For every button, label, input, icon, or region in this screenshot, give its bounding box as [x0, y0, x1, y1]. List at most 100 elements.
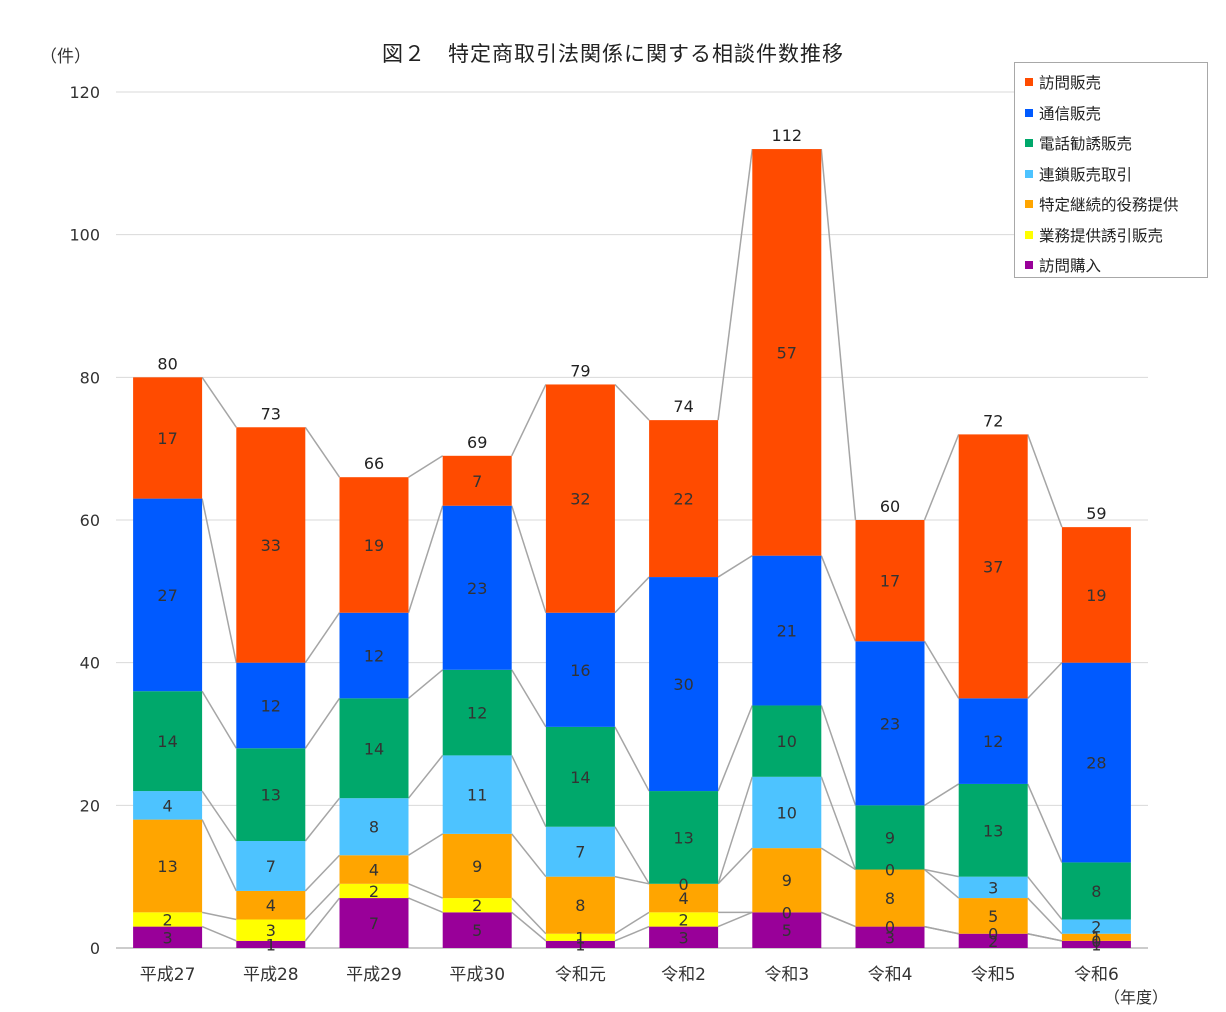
- x-tick-label: 平成27: [140, 965, 196, 985]
- data-label: 23: [880, 714, 900, 733]
- series-connector-line: [408, 669, 444, 699]
- y-tick-label: 120: [69, 83, 100, 102]
- data-label: 5: [988, 907, 998, 926]
- data-label: 12: [364, 647, 384, 666]
- total-label: 73: [261, 404, 281, 423]
- data-label: 1: [266, 935, 276, 954]
- data-label: 0: [782, 903, 792, 922]
- bar-segment: [339, 898, 409, 948]
- series-connector-line: [924, 925, 959, 935]
- legend-item: 訪問購入: [1025, 250, 1207, 281]
- series-connector-line: [717, 705, 753, 792]
- bar-segment: [442, 898, 512, 913]
- data-label: 4: [266, 896, 276, 915]
- series-connector-line: [408, 883, 443, 899]
- bar-segment: [649, 926, 719, 948]
- data-label: 9: [472, 857, 482, 876]
- data-label: 2: [163, 910, 173, 929]
- data-label: 7: [369, 914, 379, 933]
- series-connector-line: [820, 555, 857, 642]
- data-label: 2: [369, 882, 379, 901]
- bar-segment: [545, 612, 615, 727]
- series-connector-line: [820, 847, 856, 871]
- total-label: 74: [673, 397, 693, 416]
- data-label: 12: [467, 704, 487, 723]
- legend-swatch: [1025, 200, 1033, 209]
- series-connector-line: [304, 854, 341, 892]
- bar-segment: [958, 876, 1028, 899]
- bar-segment: [236, 841, 306, 891]
- series-connector-line: [511, 384, 547, 457]
- bar-segment: [339, 698, 409, 799]
- x-tick-label: 令和6: [1074, 965, 1119, 985]
- bar-segment: [649, 791, 719, 884]
- data-label: 1: [1091, 935, 1101, 954]
- series-connector-line: [201, 819, 237, 892]
- bar-segment: [649, 577, 719, 792]
- series-connector-line: [717, 911, 753, 928]
- data-label: 23: [467, 579, 487, 598]
- bar-segment: [236, 940, 306, 948]
- bar-segment: [958, 933, 1028, 948]
- data-label: 11: [467, 786, 487, 805]
- bar-segment: [133, 498, 203, 692]
- chart-title: 図２ 特定商取引法関係に関する相談件数推移: [382, 42, 844, 66]
- bar-segment: [442, 669, 512, 756]
- series-connector-line: [304, 426, 341, 478]
- bar-segment: [855, 926, 925, 948]
- data-label: 22: [673, 490, 693, 509]
- x-axis-unit: （年度）: [1104, 988, 1169, 1007]
- data-label: 13: [261, 786, 281, 805]
- data-label: 27: [157, 586, 177, 605]
- data-label: 0: [885, 861, 895, 880]
- bar-segment: [649, 420, 719, 578]
- series-connector-line: [614, 925, 650, 942]
- x-tick-label: 令和5: [971, 965, 1016, 985]
- data-label: 14: [364, 739, 384, 758]
- series-connector-line: [408, 833, 444, 856]
- series-connector-line: [304, 883, 341, 920]
- data-label: 19: [1086, 586, 1106, 605]
- legend-swatch: [1025, 261, 1033, 270]
- data-label: 3: [988, 878, 998, 897]
- data-label: 10: [777, 732, 797, 751]
- chart-legend: 訪問販売 通信販売 電話勧誘販売 連鎖販売取引 特定継続的役務提供 業務提供誘引…: [1014, 62, 1208, 278]
- bar-segment: [752, 912, 822, 948]
- bar-segment: [752, 848, 822, 913]
- data-label: 17: [880, 572, 900, 591]
- y-tick-label: 20: [80, 796, 100, 815]
- data-label: 8: [575, 896, 585, 915]
- legend-item: 業務提供誘引販売: [1025, 220, 1207, 251]
- bar-segment: [958, 783, 1028, 877]
- bar-segment: [339, 612, 409, 699]
- bar-segment: [236, 427, 306, 663]
- legend-label: 電話勧誘販売: [1039, 135, 1133, 154]
- total-label: 60: [880, 497, 900, 516]
- total-label: 112: [772, 126, 803, 145]
- legend-swatch: [1025, 169, 1033, 178]
- data-label: 32: [570, 490, 590, 509]
- legend-item: 通信販売: [1025, 98, 1207, 129]
- data-label: 14: [570, 768, 590, 787]
- series-connector-line: [923, 434, 960, 521]
- series-connector-line: [924, 868, 960, 899]
- bar-segment: [1061, 919, 1131, 934]
- data-label: 1: [575, 935, 585, 954]
- data-label: 30: [673, 675, 693, 694]
- data-label: 21: [777, 622, 797, 641]
- bar-segment: [133, 912, 203, 927]
- y-tick-label: 0: [90, 939, 100, 958]
- series-connector-line: [201, 498, 238, 663]
- data-label: 13: [157, 857, 177, 876]
- bar-segment: [752, 705, 822, 777]
- bar-segment: [442, 755, 512, 834]
- series-connector-line: [304, 697, 341, 749]
- data-label: 7: [266, 857, 276, 876]
- data-label: 10: [777, 803, 797, 822]
- series-connector-line: [407, 754, 444, 799]
- total-label: 69: [467, 433, 487, 452]
- series-connector-line: [717, 776, 754, 885]
- bar-segment: [1061, 527, 1131, 663]
- legend-label: 通信販売: [1039, 104, 1102, 123]
- bar-segment: [752, 555, 822, 706]
